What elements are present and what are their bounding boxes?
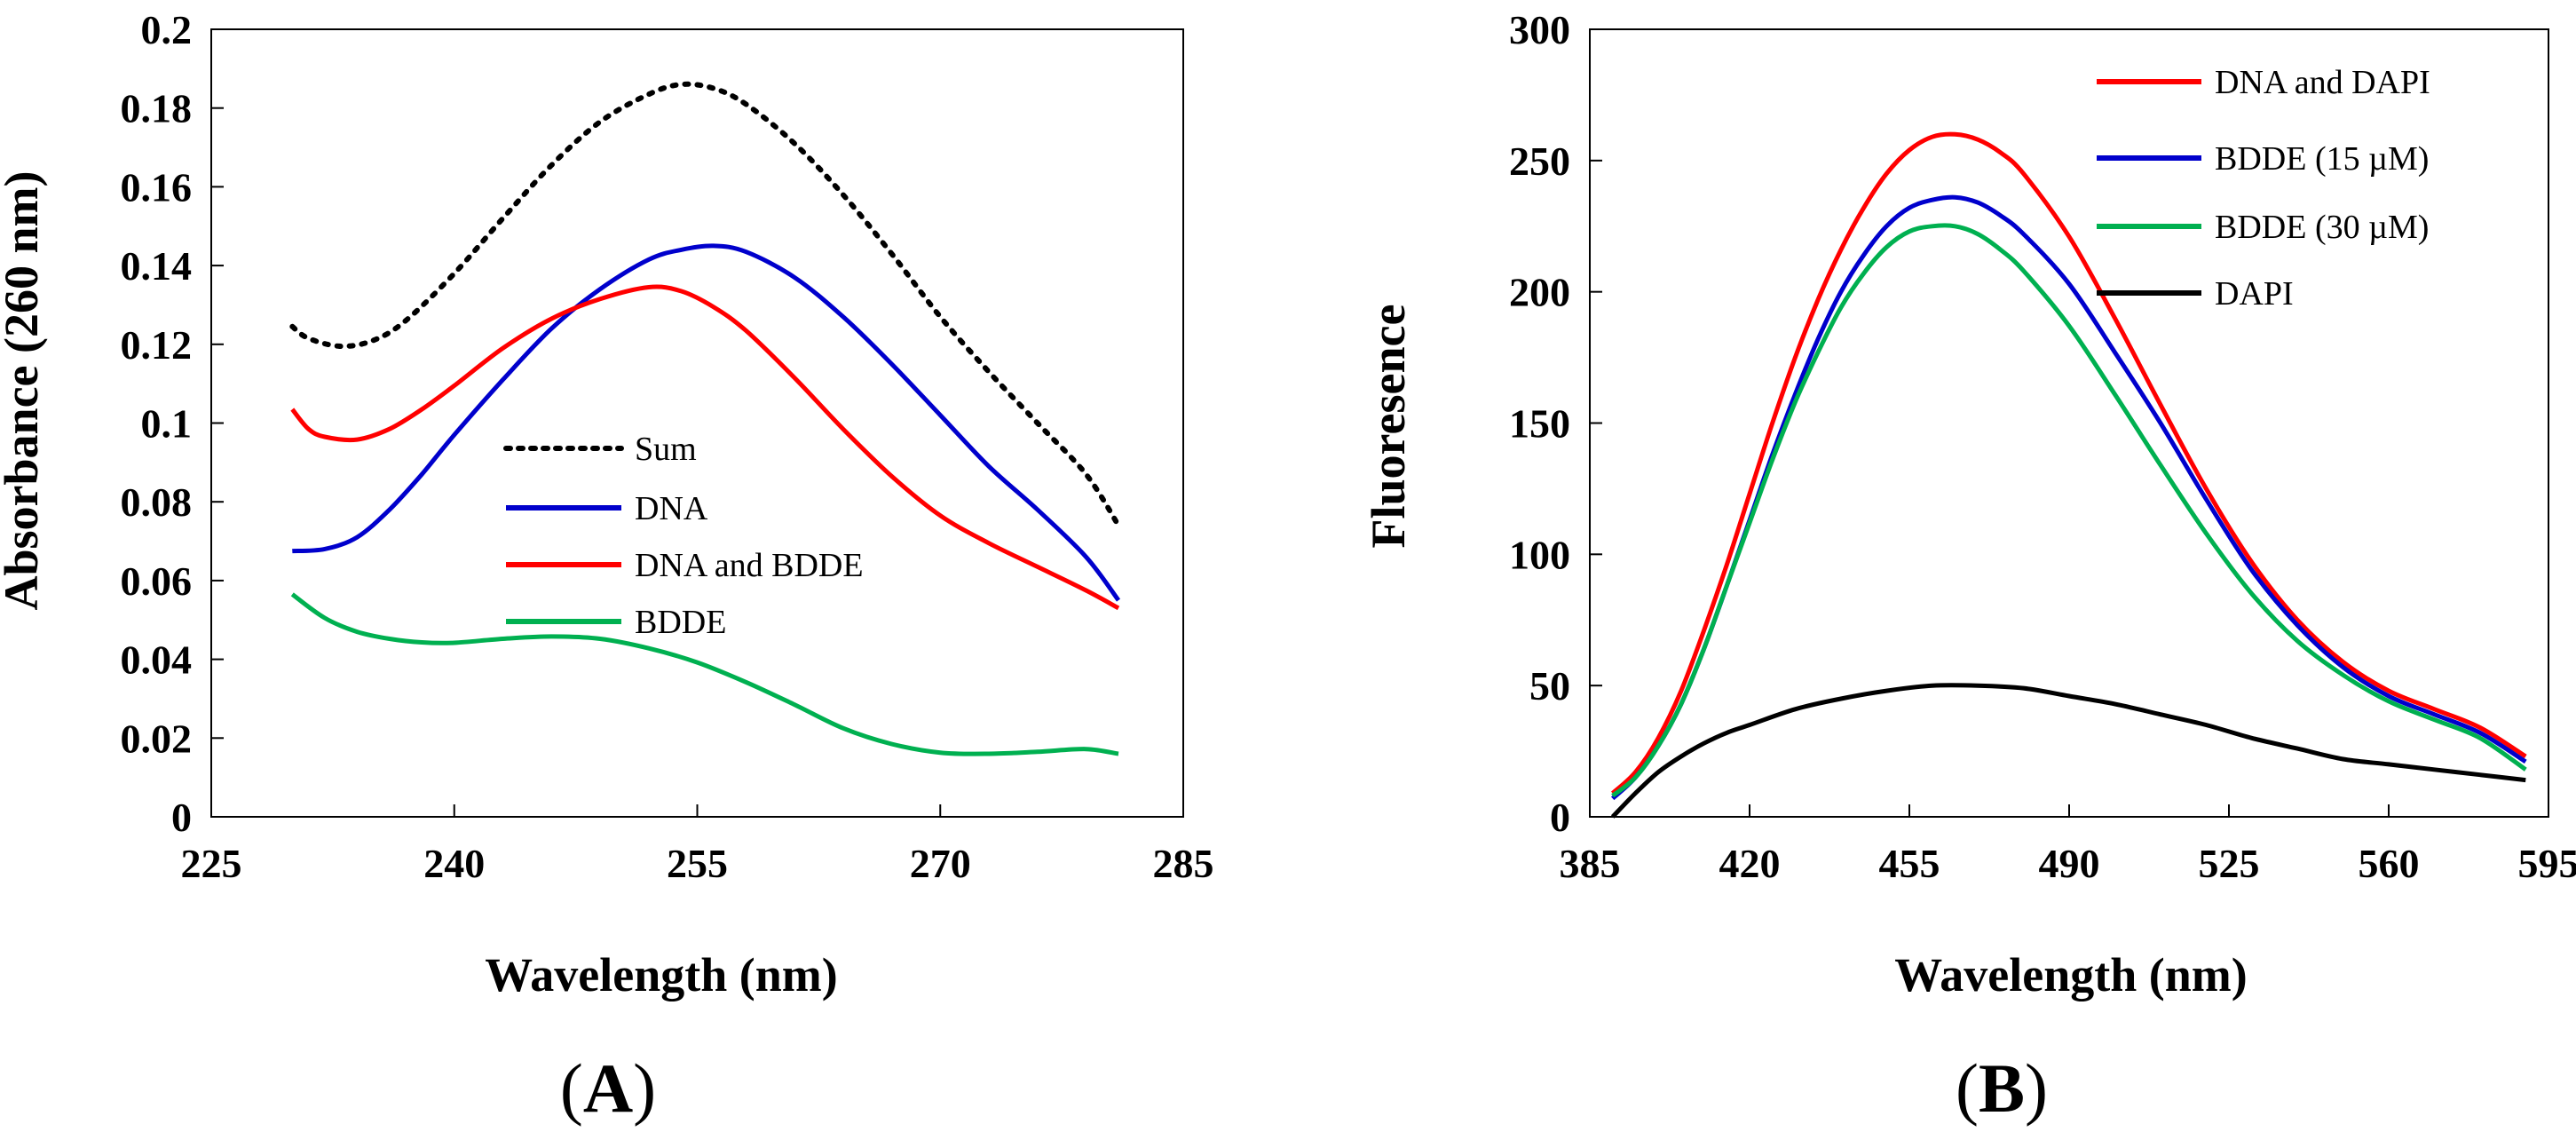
chart-b-series-dapi [1610,683,2526,819]
chart-a-xtick-label: 270 [910,841,971,886]
chart-b-xtick-label: 455 [1879,841,1940,886]
chart-a-ytick-label: 0.14 [121,243,193,289]
chart-a-ytick-label: 0.18 [121,86,193,131]
chart-b-series-bdde-30-m [1611,223,2527,798]
panel-label-b: (B) [1956,1049,2048,1127]
chart-a-ytick-label: 0.06 [121,558,193,604]
chart-b: 0 50 100 150 200 250 300 385 420 455 490 525 560 595… [1362,7,2576,1127]
chart-a-series-dna-and-bdde [290,284,1120,611]
chart-a-xtick-label: 225 [181,841,242,886]
chart-b-xtick-label: 595 [2518,841,2576,886]
legend-b-label-dapi: DAPI [2215,275,2294,313]
chart-b-x-axis-title: Wavelength (nm) [1894,948,2248,1001]
chart-a-xtick-label: 255 [667,841,728,886]
chart-a-series-sum [289,81,1121,528]
chart-a-ytick-label: 0.16 [121,164,193,210]
chart-a: 00.020.040.060.080.10.120.140.160.180.2 … [0,7,1214,1127]
legend-a-label-bdde: BDDE [635,604,726,641]
legend-b-label-bdde-15: BDDE (15 µM) [2215,140,2429,178]
chart-a-xtick-label: 285 [1153,841,1214,886]
legend-a-label-sum: Sum [635,431,697,468]
chart-b-xtick-label: 560 [2359,841,2420,886]
chart-a-ytick-label: 0.04 [121,637,193,683]
chart-b-ytick-label: 150 [1509,401,1570,447]
chart-a-ytick-label: 0.1 [141,401,193,447]
chart-b-ytick-label: 0 [1550,795,1570,840]
chart-a-ytick-label: 0.12 [121,322,193,368]
chart-a-legend: Sum DNA DNA and BDDE BDDE [503,431,864,641]
chart-a-xtick-label: 240 [423,841,485,886]
chart-b-legend: DNA and DAPI BDDE (15 µM) BDDE (30 µM) D… [2097,64,2430,313]
chart-a-ytick-label: 0.02 [121,716,193,761]
legend-a-label-dna: DNA [635,490,708,527]
chart-a-ytick-label: 0.08 [121,479,193,525]
chart-b-ytick-label: 250 [1509,139,1570,184]
chart-a-y-axis-title: Absorbance (260 nm) [0,171,48,611]
chart-b-ytick-label: 100 [1509,532,1570,577]
chart-a-x-axis-title: Wavelength (nm) [485,948,838,1001]
chart-b-ytick-label: 50 [1529,663,1570,708]
panel-label-a: (A) [560,1049,656,1127]
chart-b-series-dna-and-dapi [1610,131,2527,796]
chart-a-ytick-label: 0 [171,795,192,840]
chart-b-xtick-label: 385 [1560,841,1621,886]
chart-b-ytick-label: 200 [1509,270,1570,315]
chart-b-xtick-label: 420 [1719,841,1781,886]
legend-b-label-bdde-30: BDDE (30 µM) [2215,209,2429,246]
chart-b-y-axis-title: Fluoresence [1362,305,1415,549]
chart-b-ytick-label: 300 [1509,7,1570,52]
chart-a-series-bdde [290,592,1119,756]
chart-a-ytick-label: 0.2 [141,7,193,52]
chart-b-xtick-label: 490 [2039,841,2100,886]
legend-a-label-dna-and-bdde: DNA and BDDE [635,547,864,584]
chart-a-series-dna [292,243,1121,602]
chart-b-xtick-label: 525 [2199,841,2260,886]
legend-b-label-dna-and-dapi: DNA and DAPI [2215,64,2430,101]
